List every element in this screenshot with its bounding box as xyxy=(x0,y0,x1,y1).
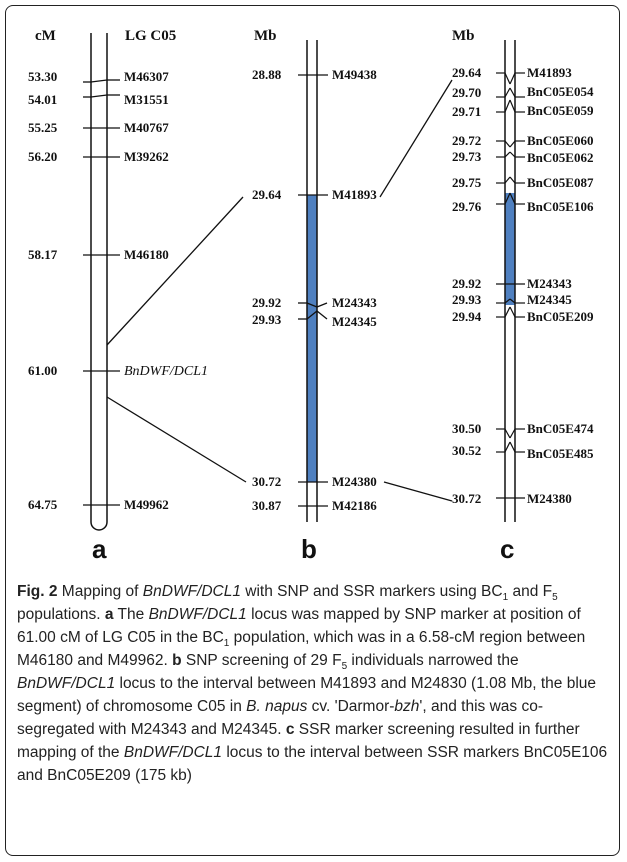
marker-position: 29.71 xyxy=(452,104,481,119)
marker-a-64-75: 64.75 M49962 xyxy=(28,497,169,512)
candidate-segment-c xyxy=(505,193,515,305)
marker-name: BnC05E209 xyxy=(527,309,594,324)
marker-position: 30.87 xyxy=(252,498,282,513)
marker-position: 30.72 xyxy=(452,491,481,506)
marker-name: M24343 xyxy=(332,295,377,310)
marker-position: 55.25 xyxy=(28,120,58,135)
marker-b-29-92: 29.92 M24343 xyxy=(252,295,377,310)
marker-position: 30.72 xyxy=(252,474,281,489)
panel-label-c: c xyxy=(500,534,514,564)
linkage-group-bar xyxy=(90,33,108,531)
marker-name: BnC05E060 xyxy=(527,133,593,148)
marker-position: 28.88 xyxy=(252,67,282,82)
marker-c-29-75: 29.75 BnC05E087 xyxy=(452,175,594,190)
marker-name: M24345 xyxy=(527,292,572,307)
marker-position: 29.64 xyxy=(452,65,482,80)
marker-c-29-71: 29.71 BnC05E059 xyxy=(452,99,594,119)
marker-name: M49438 xyxy=(332,67,377,82)
marker-position: 64.75 xyxy=(28,497,58,512)
marker-name: BnC05E485 xyxy=(527,446,594,461)
marker-c-29-76: 29.76 BnC05E106 xyxy=(452,192,594,214)
marker-name: M46307 xyxy=(124,69,169,84)
marker-c-30-50: 30.50 BnC05E474 xyxy=(452,421,594,439)
marker-position: 29.64 xyxy=(252,187,282,202)
panel-label-a: a xyxy=(92,534,107,564)
marker-position: 54.01 xyxy=(28,92,57,107)
marker-name: M24380 xyxy=(527,491,572,506)
connector-a-lower xyxy=(106,396,247,483)
marker-c-30-52: 30.52 BnC05E485 xyxy=(452,441,594,461)
marker-name: M46180 xyxy=(124,247,169,262)
marker-b-29-93: 29.93 M24345 xyxy=(252,310,377,329)
marker-name: BnC05E474 xyxy=(527,421,594,436)
marker-name: M41893 xyxy=(332,187,377,202)
mapping-diagram: cM LG C05 Mb Mb 53.30 M46307 54.01 M3155… xyxy=(28,28,594,564)
marker-c-29-72: 29.72 BnC05E060 xyxy=(452,133,593,148)
header-mb-c: Mb xyxy=(452,28,475,44)
marker-position: 53.30 xyxy=(28,69,57,84)
marker-position: 29.94 xyxy=(452,309,482,324)
connector-a-upper xyxy=(106,196,244,346)
header-lg: LG C05 xyxy=(125,28,176,44)
marker-position: 29.92 xyxy=(452,276,481,291)
locus-name: BnDWF/DCL1 xyxy=(124,364,208,379)
marker-position: 29.73 xyxy=(452,149,482,164)
marker-b-30-72: 30.72 M24380 xyxy=(252,474,377,489)
marker-c-29-92: 29.92 M24343 xyxy=(452,276,572,291)
marker-position: 56.20 xyxy=(28,149,57,164)
marker-position: 29.76 xyxy=(452,199,482,214)
marker-a-55-25: 55.25 M40767 xyxy=(28,120,169,135)
marker-c-30-72: 30.72 M24380 xyxy=(452,491,572,506)
marker-position: 29.75 xyxy=(452,175,482,190)
marker-b-30-87: 30.87 M42186 xyxy=(252,498,377,513)
marker-name: M39262 xyxy=(124,149,169,164)
marker-b-28-88: 28.88 M49438 xyxy=(252,67,377,82)
connector-b-upper xyxy=(379,79,453,198)
header-cm: cM xyxy=(35,28,56,44)
marker-a-56-20: 56.20 M39262 xyxy=(28,149,169,164)
figure-caption: Fig. 2 Mapping of BnDWF/DCL1 with SNP an… xyxy=(17,583,608,784)
marker-name: BnC05E106 xyxy=(527,199,594,214)
marker-position: 58.17 xyxy=(28,247,58,262)
marker-position: 29.72 xyxy=(452,133,481,148)
marker-a-61-00: 61.00 BnDWF/DCL1 xyxy=(28,363,208,379)
marker-position: 30.50 xyxy=(452,421,481,436)
marker-b-29-64: 29.64 M41893 xyxy=(252,187,377,202)
marker-position: 29.93 xyxy=(452,292,482,307)
marker-name: BnC05E054 xyxy=(527,84,594,99)
figure-number: Fig. 2 xyxy=(17,583,58,600)
candidate-segment-b xyxy=(307,195,317,482)
marker-a-58-17: 58.17 M46180 xyxy=(28,247,169,262)
figure-frame xyxy=(5,5,620,856)
marker-c-29-93: 29.93 M24345 xyxy=(452,292,572,307)
connector-b-lower xyxy=(383,481,453,502)
header-mb-b: Mb xyxy=(254,28,277,44)
marker-name: M24345 xyxy=(332,314,377,329)
marker-c-29-64: 29.64 M41893 xyxy=(452,65,572,85)
marker-position: 29.92 xyxy=(252,295,281,310)
marker-c-29-70: 29.70 BnC05E054 xyxy=(452,84,594,100)
marker-position: 29.70 xyxy=(452,85,481,100)
marker-name: BnC05E062 xyxy=(527,150,593,165)
marker-name: BnC05E059 xyxy=(527,103,594,118)
marker-position: 30.52 xyxy=(452,443,481,458)
marker-name: M40767 xyxy=(124,120,169,135)
marker-c-29-94: 29.94 BnC05E209 xyxy=(452,306,594,324)
marker-name: M49962 xyxy=(124,497,169,512)
marker-c-29-73: 29.73 BnC05E062 xyxy=(452,149,593,165)
marker-name: M42186 xyxy=(332,498,377,513)
marker-a-54-01: 54.01 M31551 xyxy=(28,92,169,107)
marker-name: M41893 xyxy=(527,65,572,80)
marker-position: 61.00 xyxy=(28,363,57,378)
marker-position: 29.93 xyxy=(252,312,282,327)
marker-name: BnC05E087 xyxy=(527,175,594,190)
marker-name: M24380 xyxy=(332,474,377,489)
panel-label-b: b xyxy=(301,534,317,564)
marker-name: M24343 xyxy=(527,276,572,291)
marker-a-53-30: 53.30 M46307 xyxy=(28,69,169,84)
marker-name: M31551 xyxy=(124,92,169,107)
